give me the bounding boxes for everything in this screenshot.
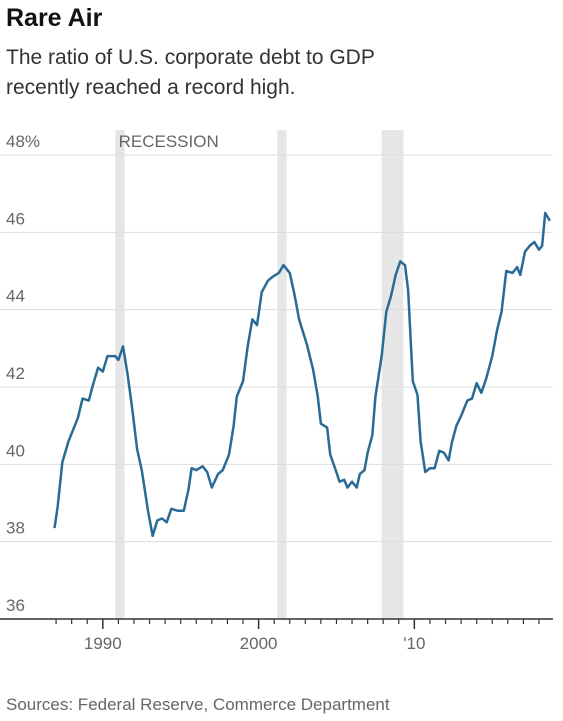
y-tick-label: 44 (6, 287, 25, 306)
chart-subtitle: The ratio of U.S. corporate debt to GDP (6, 46, 375, 69)
x-tick-label: 2000 (240, 634, 278, 653)
x-tick-label: 1990 (84, 634, 122, 653)
y-tick-label: 46 (6, 209, 25, 228)
x-tick-label: '10 (403, 634, 425, 653)
source: Sources: Federal Reserve, Commerce Depar… (6, 695, 390, 714)
recession-band (277, 130, 287, 619)
y-tick-label: 40 (6, 441, 25, 460)
data-line (53, 211, 551, 538)
chart-subtitle: recently reached a record high. (6, 76, 296, 99)
chart-title: Rare Air (6, 4, 103, 32)
y-tick-label: 36 (6, 596, 25, 615)
recession-band (115, 130, 125, 619)
y-tick-label: 48% (6, 132, 40, 151)
y-tick-label: 38 (6, 519, 25, 538)
recession-band (381, 130, 404, 619)
annotation: RECESSION (119, 132, 219, 151)
y-tick-label: 42 (6, 364, 25, 383)
